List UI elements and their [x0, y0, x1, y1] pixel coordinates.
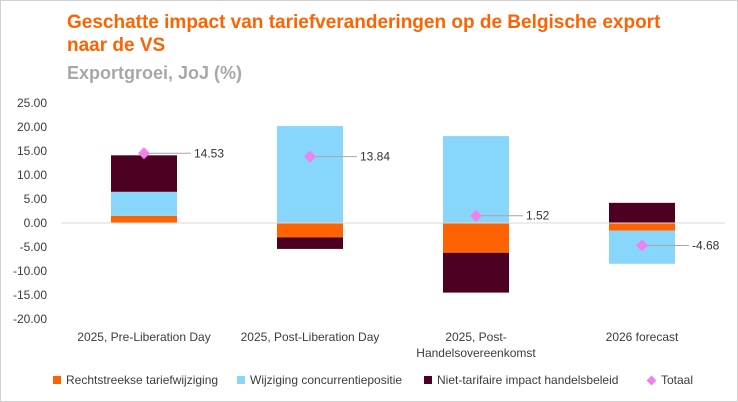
x-category-label: 2025, Post-Liberation Day	[241, 330, 380, 344]
bar-segment-series-2	[111, 191, 177, 216]
y-tick-label: 5.00	[24, 192, 48, 206]
y-tick-label: 0.00	[24, 216, 48, 230]
legend-diamond-icon	[646, 375, 657, 385]
legend-label: Niet-tarifaire impact handelsbeleid	[437, 373, 619, 387]
bar-segment-series-2	[277, 126, 343, 223]
bar-segment-series-1	[443, 223, 509, 253]
y-tick-label: 10.00	[17, 168, 47, 182]
legend-label: Rechtstreekse tariefwijziging	[66, 373, 219, 387]
legend-item-totaal: Totaal	[646, 373, 694, 387]
y-tick-label: -20.00	[13, 312, 47, 326]
total-value-label: 14.53	[194, 146, 224, 160]
x-category-label: 2025, Post-Handelsovereenkomst	[416, 330, 536, 360]
y-tick-label: -15.00	[13, 288, 47, 302]
chart-subtitle: Exportgroei, JoJ (%)	[67, 63, 243, 83]
total-marker	[304, 150, 316, 163]
total-value-label: 13.84	[360, 150, 390, 164]
y-tick-label: -10.00	[13, 264, 47, 278]
legend-item-rechtstreekse: Rechtstreekse tariefwijziging	[53, 373, 218, 387]
legend-item-concurrentie: Wijziging concurrentiepositie	[237, 373, 402, 387]
bar-segment-series-1	[277, 223, 343, 238]
legend-swatch	[424, 376, 432, 384]
y-tick-label: -5.00	[20, 240, 48, 254]
bar-segment-series-1	[111, 215, 177, 223]
legend-label: Totaal	[661, 373, 694, 387]
x-category-label: 2025, Pre-Liberation Day	[77, 330, 210, 344]
legend-label: Wijziging concurrentiepositie	[250, 373, 403, 387]
legend-item-niet-tarifaire: Niet-tarifaire impact handelsbeleid	[424, 373, 618, 387]
legend-swatch	[237, 376, 245, 384]
total-marker	[470, 209, 482, 222]
y-tick-label: 20.00	[17, 120, 47, 134]
bar-segment-series-3	[111, 155, 177, 192]
bar-segment-series-2	[443, 136, 509, 223]
total-marker	[138, 147, 150, 160]
bar-segment-series-3	[277, 237, 343, 249]
bar-segment-series-1	[609, 223, 675, 231]
total-value-label: -4.68	[692, 238, 720, 252]
total-value-label: 1.52	[526, 209, 550, 223]
x-category-label: 2026 forecast	[606, 330, 679, 344]
total-marker	[636, 239, 648, 252]
bar-segment-series-3	[443, 252, 509, 293]
bar-segment-series-3	[609, 202, 675, 223]
y-tick-label: 15.00	[17, 144, 47, 158]
legend-swatch	[53, 376, 61, 384]
legend: Rechtstreekse tariefwijziging Wijziging …	[1, 373, 737, 391]
y-tick-label: 25.00	[17, 96, 47, 110]
chart-title: Geschatte impact van tariefveranderingen…	[67, 12, 661, 56]
